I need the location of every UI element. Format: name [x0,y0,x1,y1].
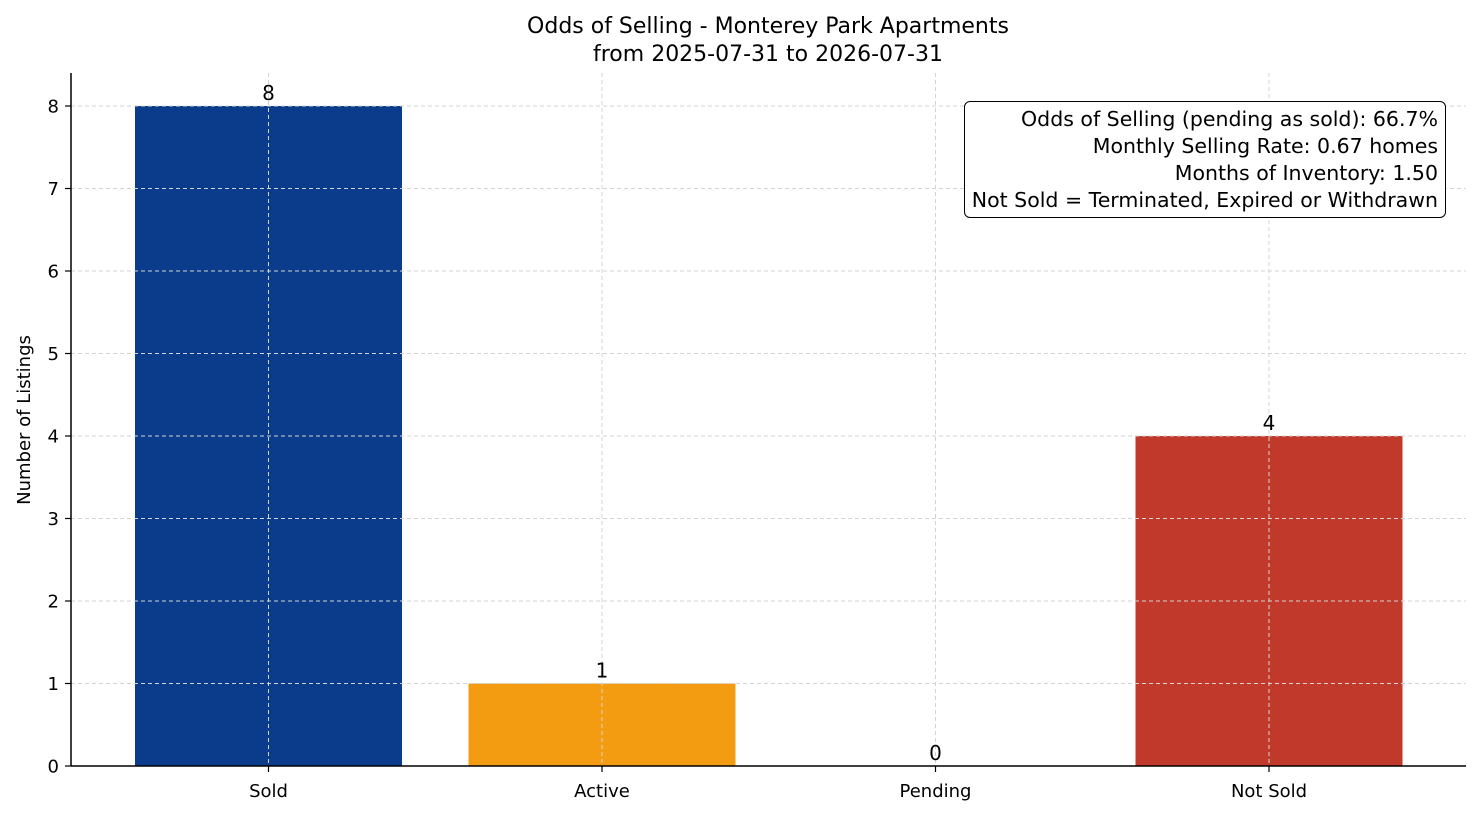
x-tick-label: Sold [249,781,288,802]
stats-monthly-selling-rate: Monthly Selling Rate: 0.67 homes [1092,134,1438,158]
chart-title: Odds of Selling - Monterey Park Apartmen… [527,14,1009,39]
x-tick-label: Not Sold [1231,781,1307,802]
bar-value-label: 4 [1263,411,1276,435]
y-tick-label: 7 [48,179,59,200]
y-tick-label: 1 [48,674,59,695]
x-tick-label: Active [574,781,630,802]
stats-annotation-box: Odds of Selling (pending as sold): 66.7%… [963,101,1446,218]
stats-months-of-inventory: Months of Inventory: 1.50 [1174,161,1438,185]
y-tick-label: 2 [48,592,59,613]
y-tick-label: 3 [48,509,59,530]
y-axis-label: Number of Listings [14,335,35,505]
y-tick-label: 5 [48,344,59,365]
stats-odds-of-selling: Odds of Selling (pending as sold): 66.7% [1021,107,1438,131]
chart-subtitle: from 2025-07-31 to 2026-07-31 [593,42,943,67]
bar-value-label: 0 [929,741,942,765]
stats-not-sold-definition: Not Sold = Terminated, Expired or Withdr… [971,188,1438,212]
y-tick-label: 0 [48,757,59,778]
x-tick-label: Pending [900,781,972,802]
y-tick-label: 6 [48,262,59,283]
y-tick-label: 4 [48,427,59,448]
y-tick-label: 8 [48,97,59,118]
plot-area: 0 1 2 3 4 5 6 7 8 Sold Active Pending Not Sold 8 1 0 4 [48,73,1466,802]
bar-value-label: 1 [596,659,609,683]
bar-value-label: 8 [262,81,275,105]
